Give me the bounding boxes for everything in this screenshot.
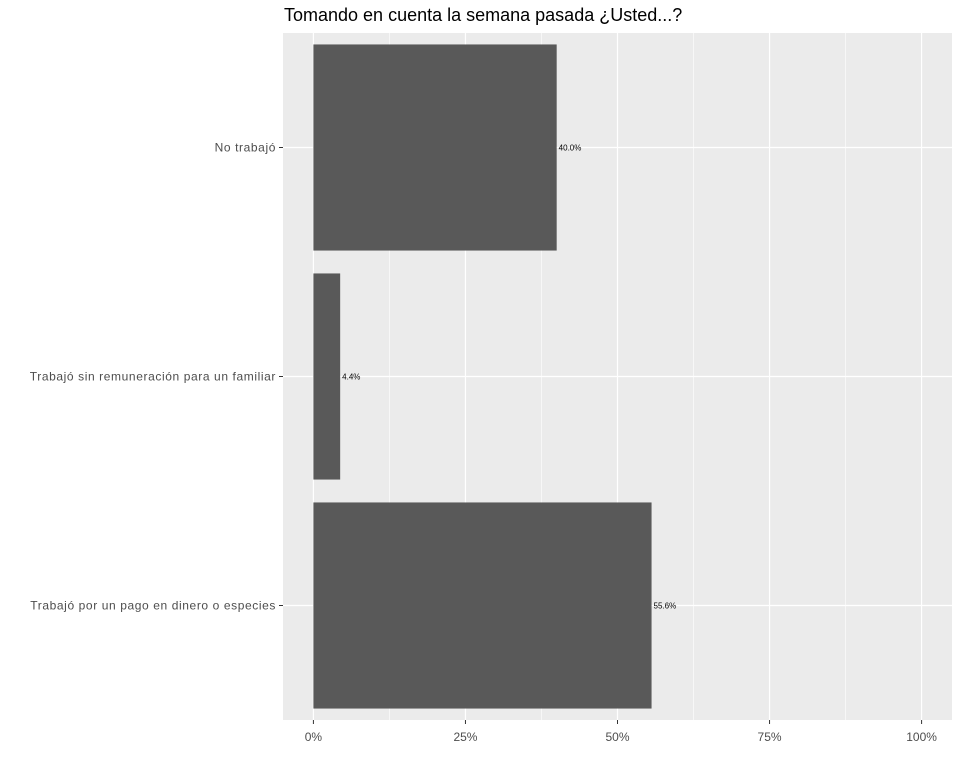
bar — [313, 273, 341, 480]
chart-title: Tomando en cuenta la semana pasada ¿Uste… — [284, 5, 683, 25]
y-tick-label: Trabajó sin remuneración para un familia… — [30, 370, 276, 384]
bar — [313, 502, 652, 709]
y-tick-label: Trabajó por un pago en dinero o especies — [30, 599, 276, 613]
x-tick-label: 100% — [906, 730, 937, 744]
bar — [313, 44, 557, 251]
y-tick-label: No trabajó — [215, 141, 276, 155]
x-tick-label: 50% — [605, 730, 629, 744]
x-tick-label: 75% — [758, 730, 782, 744]
data-label: 55.6% — [654, 602, 677, 611]
x-tick-label: 25% — [453, 730, 477, 744]
data-label: 40.0% — [559, 144, 582, 153]
x-tick-label: 0% — [305, 730, 323, 744]
data-label: 4.4% — [342, 373, 360, 382]
